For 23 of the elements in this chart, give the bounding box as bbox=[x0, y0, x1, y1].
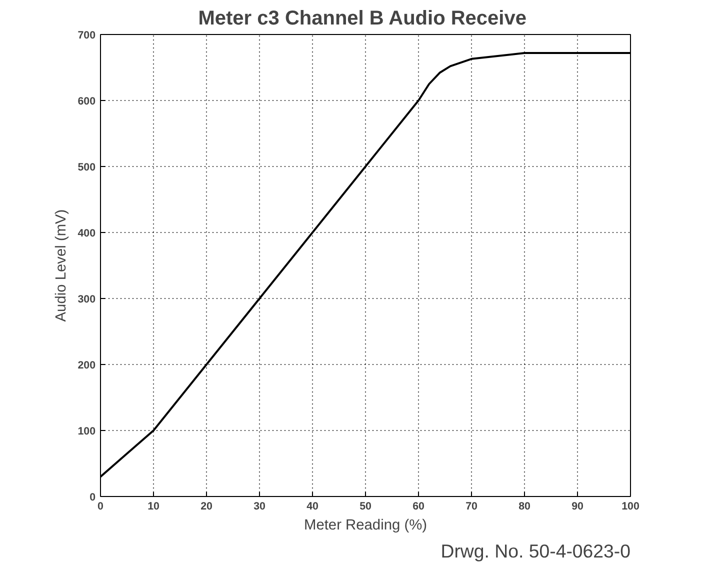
x-tick-label: 20 bbox=[200, 500, 212, 512]
y-tick-label: 0 bbox=[90, 492, 96, 504]
x-tick-label: 10 bbox=[148, 500, 160, 512]
y-tick-label: 100 bbox=[78, 426, 96, 438]
text: Drwg. No. 50-4-0623-0 bbox=[440, 540, 631, 562]
x-tick-label: 50 bbox=[360, 500, 372, 512]
x-tick-label: 100 bbox=[622, 500, 640, 512]
y-tick-label: 400 bbox=[78, 228, 96, 240]
x-tick-label: 0 bbox=[98, 500, 104, 512]
y-tick-label: 200 bbox=[78, 360, 96, 372]
x-tick-label: 80 bbox=[518, 500, 530, 512]
y-tick-label: 700 bbox=[78, 30, 96, 42]
y-tick-label: 300 bbox=[78, 294, 96, 306]
x-tick-label: 40 bbox=[306, 500, 318, 512]
y-axis-title: Audio Level (mV) bbox=[54, 209, 70, 322]
y-tick-label: 600 bbox=[78, 96, 96, 108]
x-tick-label: 30 bbox=[254, 500, 266, 512]
x-tick-label: 60 bbox=[412, 500, 424, 512]
x-tick-label: 90 bbox=[572, 500, 584, 512]
x-axis-title: Meter Reading (%) bbox=[304, 518, 427, 534]
y-tick-label: 500 bbox=[78, 162, 96, 174]
chart-title: Meter c3 Channel B Audio Receive bbox=[198, 8, 526, 30]
x-tick-label: 70 bbox=[466, 500, 478, 512]
